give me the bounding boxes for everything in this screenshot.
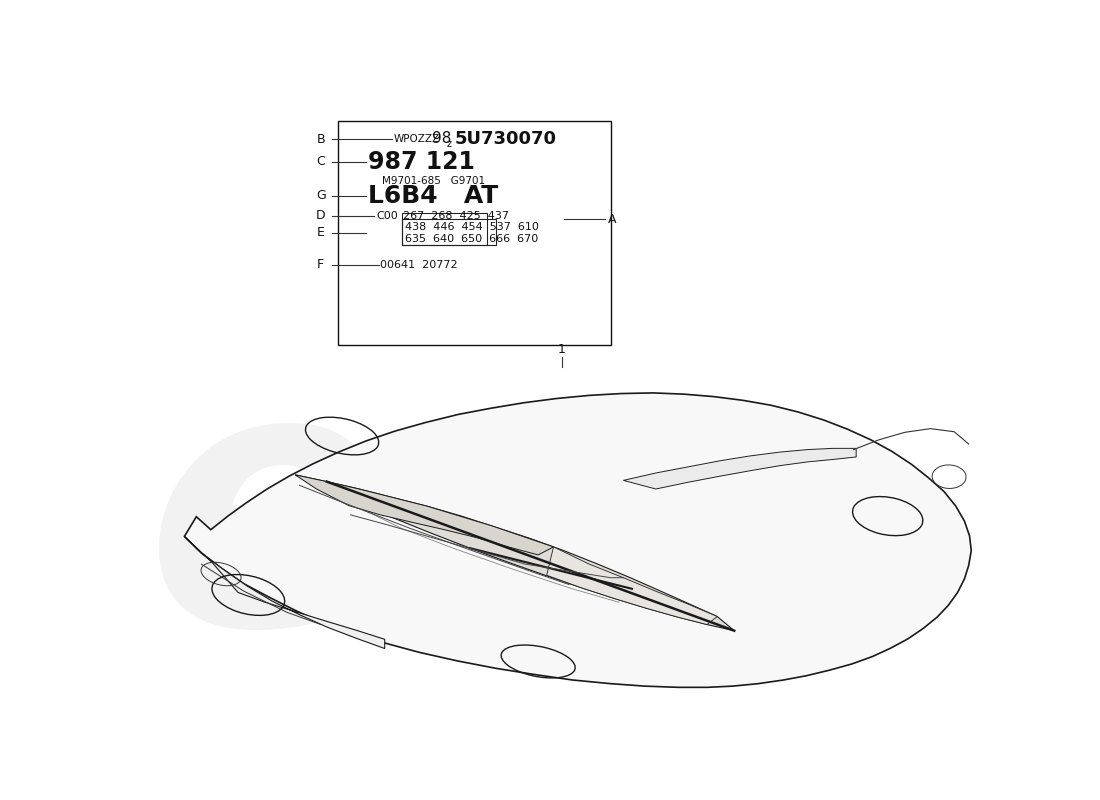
Text: 438  446  454  537  610: 438 446 454 537 610 bbox=[405, 222, 539, 231]
Text: G: G bbox=[316, 190, 326, 202]
Text: EUROSPARES: EUROSPARES bbox=[249, 542, 784, 611]
Text: 1: 1 bbox=[558, 343, 566, 356]
Polygon shape bbox=[624, 448, 856, 489]
Text: 98: 98 bbox=[431, 131, 451, 146]
Text: E: E bbox=[317, 226, 324, 239]
Text: e: e bbox=[146, 350, 390, 700]
Text: passion since 1985: passion since 1985 bbox=[645, 394, 947, 574]
Polygon shape bbox=[185, 537, 385, 649]
Text: 987 121: 987 121 bbox=[367, 150, 474, 174]
Text: D: D bbox=[316, 209, 326, 222]
Polygon shape bbox=[547, 547, 717, 625]
Polygon shape bbox=[185, 393, 971, 687]
Bar bbox=[338, 121, 610, 346]
Text: 5U730070: 5U730070 bbox=[454, 130, 557, 148]
Text: B: B bbox=[317, 133, 326, 146]
Polygon shape bbox=[295, 475, 553, 555]
Bar bbox=[402, 213, 487, 245]
Text: M9701-685   G9701: M9701-685 G9701 bbox=[382, 176, 485, 186]
Polygon shape bbox=[295, 475, 735, 630]
Text: 00641  20772: 00641 20772 bbox=[381, 260, 458, 270]
Text: z: z bbox=[447, 139, 452, 149]
Text: L6B4   AT: L6B4 AT bbox=[367, 184, 498, 208]
Text: C00: C00 bbox=[376, 210, 398, 221]
Text: 635  640  650  666  670: 635 640 650 666 670 bbox=[405, 234, 538, 244]
Text: WPOZZZ: WPOZZZ bbox=[394, 134, 439, 144]
Text: C: C bbox=[317, 155, 326, 169]
Bar bbox=[402, 219, 495, 245]
Text: 267  268  425  437: 267 268 425 437 bbox=[404, 210, 509, 221]
Text: F: F bbox=[317, 258, 324, 271]
Text: A: A bbox=[608, 213, 617, 226]
